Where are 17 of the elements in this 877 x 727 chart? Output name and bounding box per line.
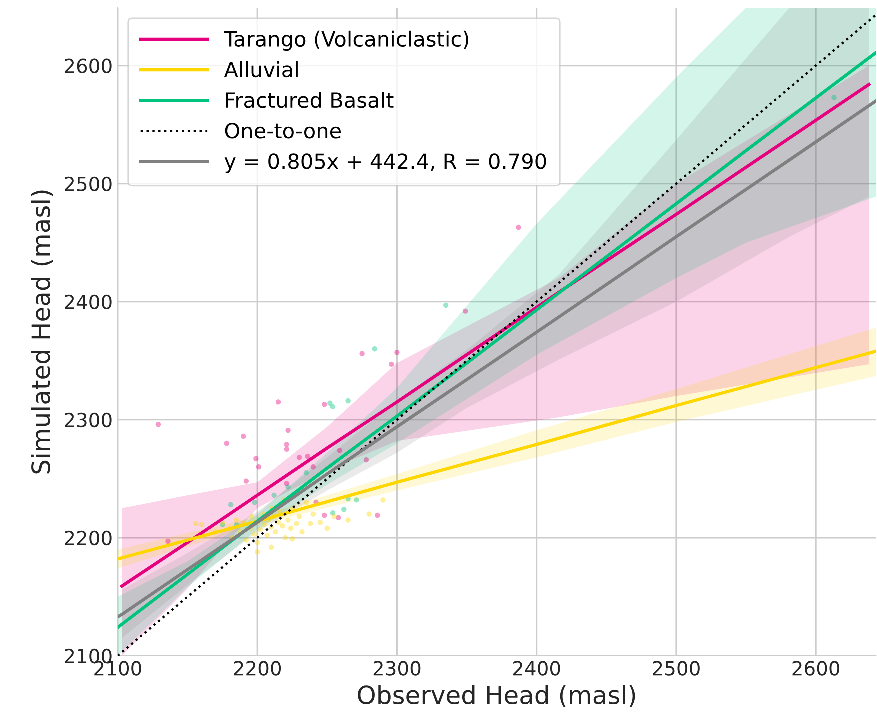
x-tick-label: 2600 xyxy=(792,661,840,676)
y-tick-label: 2600 xyxy=(65,58,112,74)
x-tick-label: 2500 xyxy=(653,661,700,676)
y-tick-label: 2500 xyxy=(65,176,112,192)
legend-label: One-to-one xyxy=(225,123,342,139)
y-tick-label: 2200 xyxy=(65,530,112,546)
legend-label: Alluvial xyxy=(224,61,298,78)
x-tick-label: 2400 xyxy=(514,661,560,676)
x-tick-label: 2300 xyxy=(374,661,421,676)
y-tick-label: 2400 xyxy=(65,294,112,310)
legend-label: Fractured Basalt xyxy=(226,92,394,108)
y-tick-label: 2300 xyxy=(65,412,112,428)
legend-label: y = 0.805x + 442.4, R = 0.790 xyxy=(224,154,546,174)
x-axis-title: Observed Head (masl) xyxy=(358,685,636,708)
legend-label: Tarango (Volcaniclastic) xyxy=(224,30,469,52)
x-tick-label: 2200 xyxy=(234,661,282,676)
y-axis-title: Simulated Head (masl) xyxy=(31,190,54,474)
